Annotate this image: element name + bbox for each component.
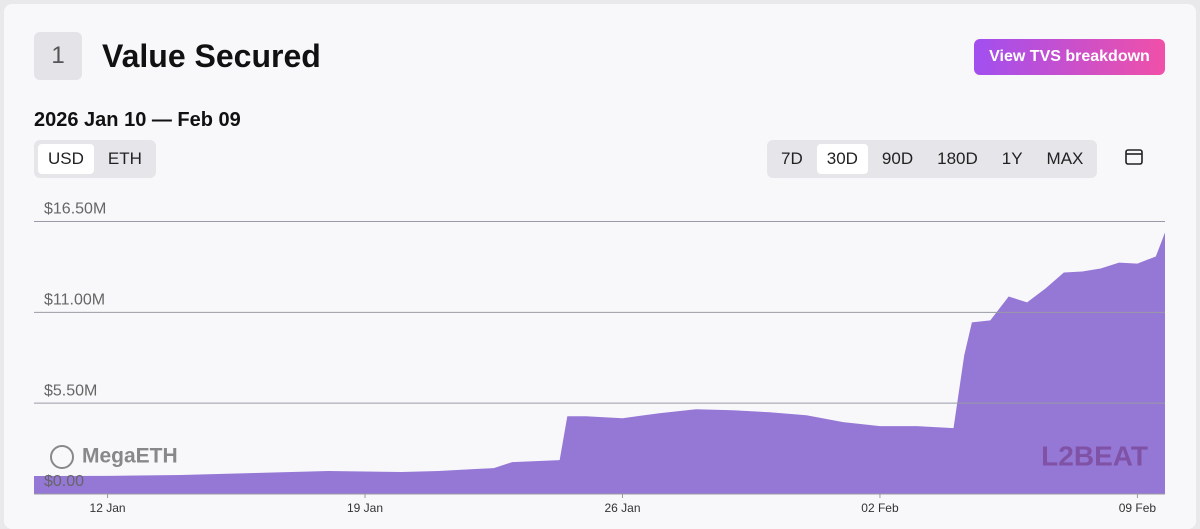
x-tick-label: 26 Jan xyxy=(604,501,640,515)
unit-toggle: USD ETH xyxy=(34,140,156,178)
range-toggle: 7D 30D 90D 180D 1Y MAX xyxy=(767,140,1098,178)
project-watermark: MegaETH xyxy=(82,445,178,468)
brand-watermark: L2BEAT xyxy=(1041,440,1148,471)
range-button[interactable]: 7D xyxy=(781,149,803,168)
breakdown-button[interactable]: View TVS breakdown xyxy=(974,39,1165,75)
range-button[interactable]: 30D xyxy=(816,144,868,174)
x-tick-label: 12 Jan xyxy=(90,501,126,515)
x-tick-label: 02 Feb xyxy=(861,501,899,515)
date-range: 2026 Jan 10 — Feb 09 xyxy=(34,109,241,131)
rank-badge: 1 xyxy=(34,32,82,80)
unit-button[interactable]: USD xyxy=(38,144,94,174)
range-button[interactable]: 90D xyxy=(881,149,914,168)
title: Value Secured xyxy=(102,38,321,74)
unit-button[interactable]: ETH xyxy=(107,149,142,168)
area xyxy=(34,232,1165,494)
x-tick-label: 09 Feb xyxy=(1119,501,1157,515)
project-logo xyxy=(50,445,74,469)
range-button[interactable]: MAX xyxy=(1046,149,1084,168)
calendar-icon[interactable] xyxy=(1125,149,1143,165)
range-button[interactable]: 1Y xyxy=(1001,149,1023,168)
range-button[interactable]: 180D xyxy=(937,149,978,168)
x-tick-label: 19 Jan xyxy=(347,501,383,515)
y-tick-label: $11.00M xyxy=(44,292,105,309)
y-tick-label: $0.00 xyxy=(44,473,84,490)
y-tick-label: $16.50M xyxy=(44,201,106,218)
y-tick-label: $5.50M xyxy=(44,382,97,399)
